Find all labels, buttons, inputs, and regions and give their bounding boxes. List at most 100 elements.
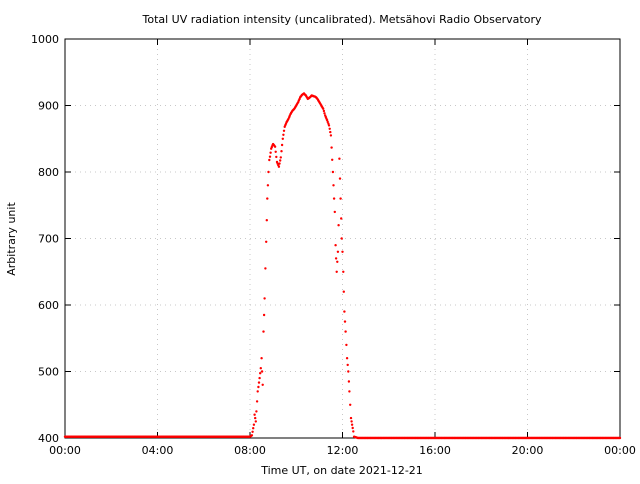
data-point bbox=[252, 423, 256, 426]
data-point bbox=[345, 343, 348, 347]
data-point bbox=[257, 381, 261, 384]
data-point bbox=[342, 290, 345, 293]
data-point bbox=[352, 430, 355, 433]
data-point bbox=[259, 372, 262, 375]
data-point bbox=[336, 260, 339, 263]
data-point bbox=[335, 270, 338, 273]
data-point bbox=[334, 244, 337, 247]
x-tick-label: 00:00 bbox=[604, 444, 636, 457]
x-tick-label: 00:00 bbox=[49, 444, 81, 457]
y-tick-label: 900 bbox=[38, 100, 59, 113]
y-tick-label: 400 bbox=[38, 432, 59, 445]
data-point bbox=[267, 170, 270, 174]
x-tick-label: 12:00 bbox=[327, 444, 359, 457]
data-point bbox=[281, 137, 284, 140]
data-point bbox=[344, 330, 347, 333]
data-point bbox=[343, 310, 346, 313]
data-point bbox=[256, 390, 259, 393]
data-point bbox=[279, 159, 282, 162]
data-point bbox=[347, 380, 351, 383]
chart-title: Total UV radiation intensity (uncalibrat… bbox=[142, 13, 542, 26]
data-point bbox=[343, 320, 347, 323]
data-point bbox=[254, 420, 257, 423]
data-point bbox=[333, 210, 336, 214]
data-point bbox=[262, 330, 265, 333]
y-axis-label: Arbitrary unit bbox=[5, 202, 18, 276]
data-point bbox=[266, 197, 269, 200]
data-point bbox=[260, 370, 264, 373]
y-tick-label: 600 bbox=[38, 299, 59, 312]
data-point bbox=[331, 158, 334, 161]
data-point bbox=[328, 127, 331, 130]
data-point bbox=[338, 177, 342, 180]
data-point bbox=[266, 184, 270, 187]
data-point bbox=[254, 416, 257, 420]
data-point bbox=[322, 109, 326, 113]
data-point bbox=[337, 224, 340, 227]
data-points bbox=[63, 92, 622, 440]
data-point bbox=[257, 385, 260, 389]
data-point bbox=[251, 430, 254, 433]
data-point bbox=[329, 130, 332, 134]
data-point bbox=[280, 150, 283, 153]
data-point bbox=[277, 165, 281, 168]
data-point bbox=[349, 416, 353, 420]
data-point bbox=[351, 426, 354, 430]
data-point bbox=[332, 184, 335, 187]
data-point bbox=[340, 217, 343, 220]
y-tick-label: 1000 bbox=[31, 33, 59, 46]
data-point bbox=[255, 410, 258, 413]
data-point bbox=[323, 112, 326, 115]
data-point bbox=[350, 420, 353, 423]
data-point bbox=[350, 423, 354, 426]
x-axis-label: Time UT, on date 2021-12-21 bbox=[260, 464, 423, 477]
data-point bbox=[263, 297, 266, 300]
data-point bbox=[280, 143, 284, 147]
data-point bbox=[268, 158, 271, 162]
data-point bbox=[349, 403, 352, 406]
data-point bbox=[265, 219, 268, 222]
data-point bbox=[339, 197, 342, 200]
data-point bbox=[338, 157, 341, 160]
data-point bbox=[330, 146, 333, 149]
data-point bbox=[618, 436, 622, 440]
x-tick-label: 04:00 bbox=[142, 444, 174, 457]
data-point bbox=[345, 357, 349, 360]
data-point bbox=[336, 250, 340, 253]
data-point bbox=[331, 170, 335, 174]
data-point bbox=[261, 383, 264, 386]
x-tick-label: 20:00 bbox=[512, 444, 544, 457]
data-point bbox=[268, 155, 272, 158]
data-point bbox=[273, 145, 277, 148]
data-point bbox=[260, 357, 263, 360]
data-point bbox=[325, 118, 329, 122]
data-point bbox=[341, 250, 344, 253]
data-point bbox=[262, 313, 266, 317]
data-point bbox=[265, 240, 268, 243]
data-point bbox=[347, 370, 350, 373]
data-point bbox=[346, 363, 349, 367]
data-point bbox=[269, 151, 272, 154]
data-point bbox=[250, 434, 254, 437]
axis-ticks: 00:00 04:00 08:00 12:00 16:00 20:00 00:0040050… bbox=[31, 33, 636, 457]
y-tick-label: 700 bbox=[38, 233, 59, 246]
data-point bbox=[255, 400, 259, 403]
data-point bbox=[258, 376, 261, 380]
data-point bbox=[279, 156, 282, 159]
data-point bbox=[329, 134, 333, 137]
y-tick-label: 800 bbox=[38, 166, 59, 179]
data-point bbox=[322, 107, 325, 111]
data-point bbox=[342, 270, 345, 273]
data-point bbox=[253, 413, 256, 416]
data-point bbox=[252, 427, 255, 430]
data-point bbox=[274, 150, 277, 153]
data-point bbox=[327, 124, 331, 127]
data-point bbox=[282, 129, 286, 132]
y-tick-label: 500 bbox=[38, 366, 59, 379]
data-point bbox=[332, 197, 336, 200]
data-point bbox=[275, 155, 278, 159]
data-point bbox=[282, 133, 285, 136]
data-point bbox=[264, 267, 267, 270]
